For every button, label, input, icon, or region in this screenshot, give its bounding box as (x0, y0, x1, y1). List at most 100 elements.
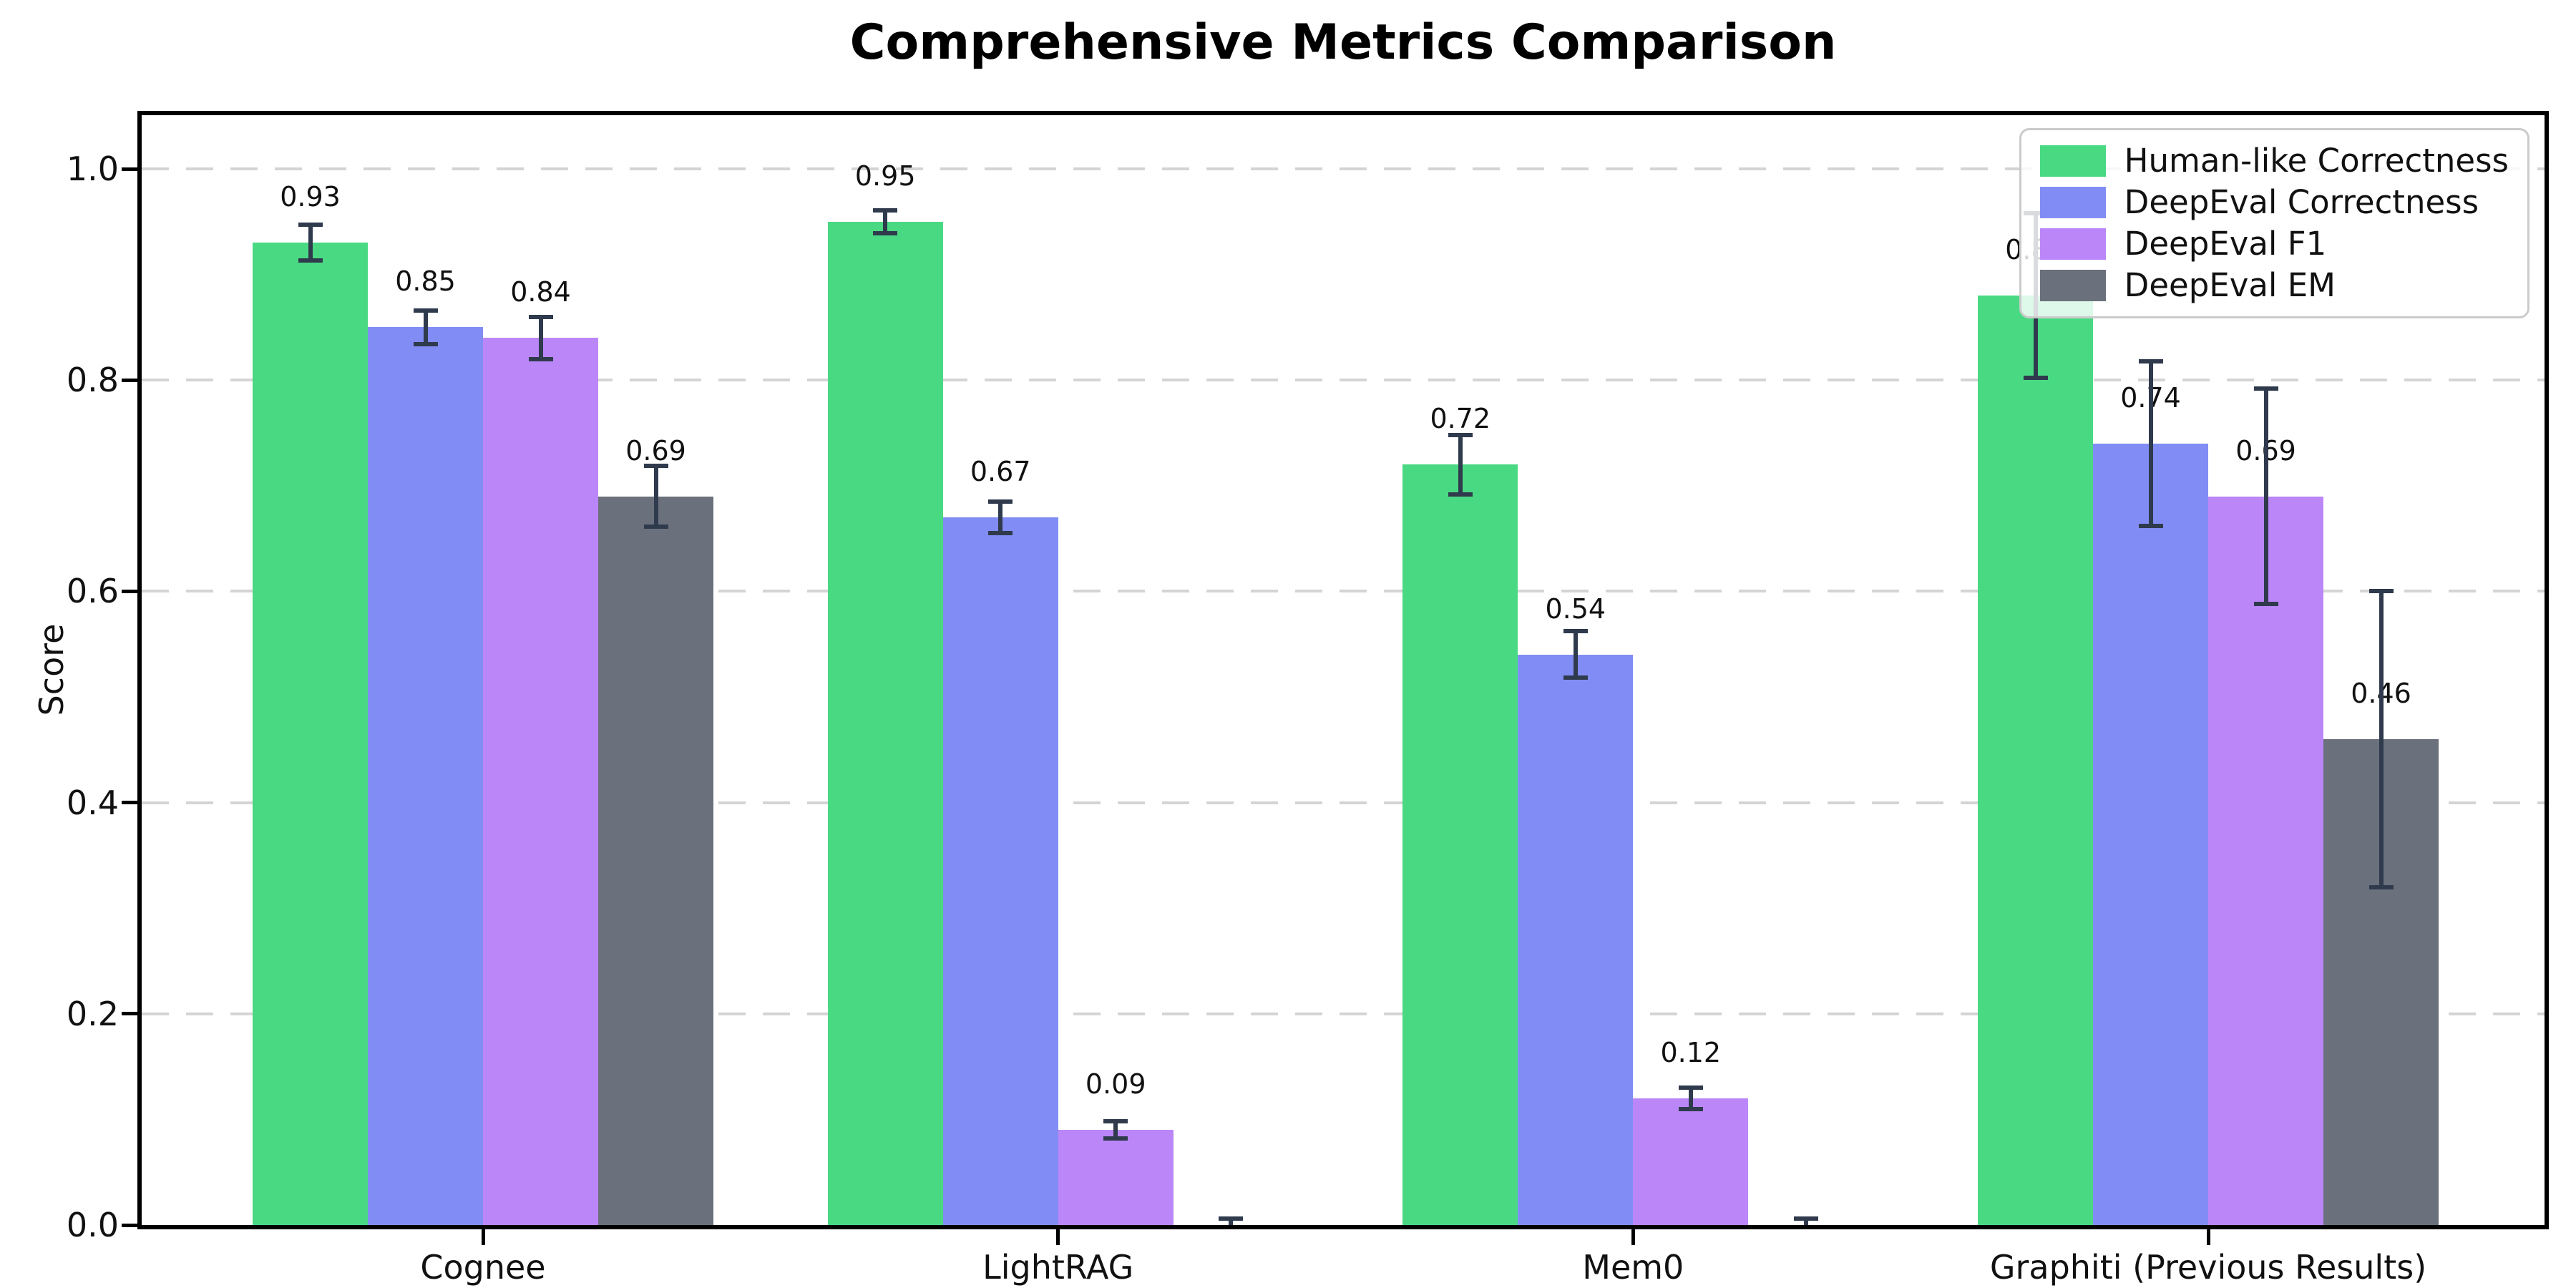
bar-value-label: 0.54 (1545, 592, 1606, 625)
x-tick-mark (1631, 1226, 1635, 1245)
bar-value-label: 0.69 (625, 434, 686, 467)
y-tick-label-0.0: 0.0 (66, 1206, 119, 1244)
legend: Human-like Correctness DeepEval Correctne… (2019, 128, 2529, 318)
bar-Mem0-DeepEval F1 (1633, 1098, 1749, 1225)
y-tick-label-0.2: 0.2 (66, 994, 119, 1033)
error-bar-cap (298, 223, 323, 228)
error-bar-cap (2253, 602, 2278, 607)
error-bar-cap (1219, 1216, 1244, 1221)
y-tick-label-0.8: 0.8 (66, 361, 119, 400)
error-bar (2263, 389, 2268, 605)
y-tick-mark (122, 1012, 140, 1016)
gridline-0.2 (142, 1012, 2545, 1015)
legend-item-Human-like Correctness: Human-like Correctness (2039, 142, 2509, 180)
y-axis-label: Score (32, 623, 71, 716)
legend-item-DeepEval Correctness: DeepEval Correctness (2039, 185, 2509, 220)
error-bar-cap (528, 314, 553, 319)
error-bar-cap (2023, 376, 2048, 381)
bar-value-label: 0.12 (1660, 1036, 1722, 1068)
y-tick-label-1.0: 1.0 (66, 150, 119, 188)
error-bar (883, 210, 888, 234)
bar-Cognee-DeepEval EM (598, 496, 713, 1225)
error-bar-cap (528, 356, 553, 361)
gridline-0.4 (142, 801, 2545, 804)
bar-value-label: 0.67 (970, 456, 1031, 488)
y-tick-mark (122, 801, 140, 805)
error-bar-cap (2138, 523, 2163, 528)
error-bar-cap (1793, 1216, 1818, 1221)
bar-Mem0-DeepEval Correctness (1518, 654, 1634, 1225)
plot-area: 0.930.950.720.880.850.670.540.740.840.09… (137, 111, 2549, 1229)
plot-clip-region: 0.930.950.720.880.850.670.540.740.840.09… (142, 115, 2545, 1225)
error-bar-cap (873, 208, 898, 213)
error-bar-cap (2368, 589, 2394, 594)
y-tick-mark (122, 167, 140, 171)
bar-Cognee-Human-like Correctness (253, 243, 368, 1225)
error-bar-cap (2138, 358, 2163, 364)
bar-value-label: 0.93 (280, 181, 341, 213)
error-bar-cap (1563, 629, 1588, 634)
x-tick-label-Cognee: Cognee (420, 1248, 546, 1287)
error-bar (1803, 1219, 1808, 1225)
bar-LightRAG-DeepEval F1 (1058, 1130, 1174, 1225)
bar-Cognee-DeepEval Correctness (368, 327, 483, 1225)
error-bar-cap (413, 342, 438, 347)
error-bar-cap (1103, 1119, 1128, 1124)
gridline-0.6 (142, 590, 2545, 593)
error-bar-cap (1448, 492, 1473, 497)
error-bar (538, 316, 543, 359)
legend-swatch-DeepEval F1 (2039, 228, 2106, 260)
error-bar (1113, 1121, 1118, 1138)
error-bar-cap (643, 463, 668, 468)
error-bar (998, 501, 1003, 534)
legend-item-DeepEval F1: DeepEval F1 (2039, 225, 2509, 263)
error-bar (423, 310, 428, 344)
gridline-0.8 (142, 379, 2545, 382)
y-tick-label-0.6: 0.6 (66, 572, 119, 611)
error-bar-cap (643, 525, 668, 530)
x-tick-mark (481, 1226, 485, 1245)
legend-swatch-DeepEval Correctness (2039, 187, 2106, 218)
bar-value-label: 0.72 (1430, 403, 1491, 435)
bar-Graphiti (Previous Results)-DeepEval Correctness (2093, 443, 2208, 1225)
bar-Mem0-Human-like Correctness (1402, 464, 1518, 1225)
legend-label: Human-like Correctness (2124, 142, 2509, 180)
x-tick-mark (2206, 1226, 2210, 1245)
bar-Graphiti (Previous Results)-Human-like Correctness (1978, 296, 2093, 1225)
error-bar-cap (988, 499, 1013, 504)
error-bar-cap (873, 231, 898, 236)
legend-swatch-DeepEval EM (2039, 270, 2106, 301)
gridline-1 (142, 167, 2545, 170)
y-tick-mark (122, 1223, 140, 1227)
error-bar (1229, 1219, 1234, 1225)
error-bar-cap (2253, 386, 2278, 391)
error-bar-cap (1678, 1085, 1703, 1091)
bar-value-label: 0.84 (510, 276, 571, 308)
error-bar-cap (2368, 884, 2394, 889)
error-bar (1458, 434, 1463, 494)
legend-label: DeepEval EM (2124, 266, 2336, 304)
error-bar (2379, 591, 2384, 887)
error-bar-cap (298, 258, 323, 263)
y-tick-label-0.4: 0.4 (66, 783, 119, 822)
chart-title: Comprehensive Metrics Comparison (849, 14, 1837, 71)
bar-LightRAG-Human-like Correctness (827, 221, 943, 1225)
error-bar-cap (988, 531, 1013, 536)
bar-Graphiti (Previous Results)-DeepEval F1 (2208, 496, 2323, 1225)
legend-label: DeepEval F1 (2124, 225, 2327, 263)
x-tick-label-Graphiti (Previous Results): Graphiti (Previous Results) (1989, 1248, 2427, 1287)
error-bar-cap (413, 308, 438, 313)
error-bar (1688, 1088, 1693, 1109)
bar-value-label: 0.09 (1085, 1068, 1146, 1101)
bar-value-label: 0.85 (395, 265, 456, 298)
error-bar-cap (1563, 675, 1588, 680)
x-tick-label-Mem0: Mem0 (1582, 1248, 1684, 1287)
bar-value-label: 0.95 (854, 160, 916, 192)
legend-swatch-Human-like Correctness (2039, 145, 2106, 177)
legend-item-DeepEval EM: DeepEval EM (2039, 266, 2509, 304)
error-bar (1573, 631, 1578, 678)
x-tick-mark (1056, 1226, 1060, 1245)
error-bar (308, 225, 313, 261)
error-bar (2148, 361, 2153, 526)
